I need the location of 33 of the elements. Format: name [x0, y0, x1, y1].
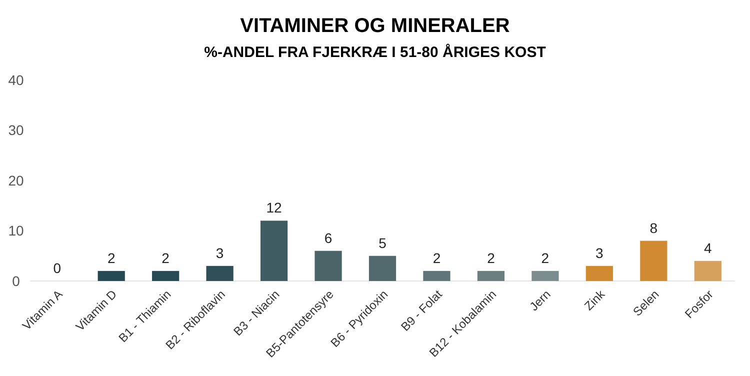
bar [477, 270, 505, 281]
data-label: 12 [266, 200, 282, 216]
bar [314, 250, 342, 281]
data-label: 2 [541, 250, 550, 266]
y-tick-label: 30 [8, 122, 24, 138]
bar [586, 266, 613, 281]
bar [98, 270, 125, 281]
data-label: 2 [487, 250, 496, 266]
data-label: 2 [162, 250, 170, 266]
y-tick-label: 10 [8, 222, 24, 239]
data-label: 4 [704, 240, 712, 256]
data-label: 3 [596, 244, 604, 261]
bar [260, 220, 288, 281]
data-label: 0 [53, 260, 62, 276]
chart-title: VITAMINER OG MINERALER [240, 15, 510, 37]
data-label: 6 [324, 230, 332, 246]
bar [423, 270, 450, 281]
y-tick-label: 40 [8, 72, 24, 88]
data-label: 2 [432, 250, 441, 266]
bar [532, 270, 559, 281]
bar [368, 256, 396, 281]
data-label: 8 [650, 220, 658, 236]
chart-subtitle: %-ANDEL FRA FJERKRÆ I 51-80 ÅRIGES KOST [204, 43, 546, 61]
bar [206, 266, 234, 281]
x-tick-label: Jern [526, 287, 554, 314]
data-label: 2 [107, 250, 116, 266]
bar [152, 270, 180, 281]
data-label: 5 [378, 234, 387, 251]
y-tick-label: 20 [8, 172, 24, 188]
data-label: 3 [216, 244, 224, 261]
bar [640, 240, 668, 281]
y-tick-label: 0 [12, 272, 20, 289]
bar [694, 260, 722, 281]
